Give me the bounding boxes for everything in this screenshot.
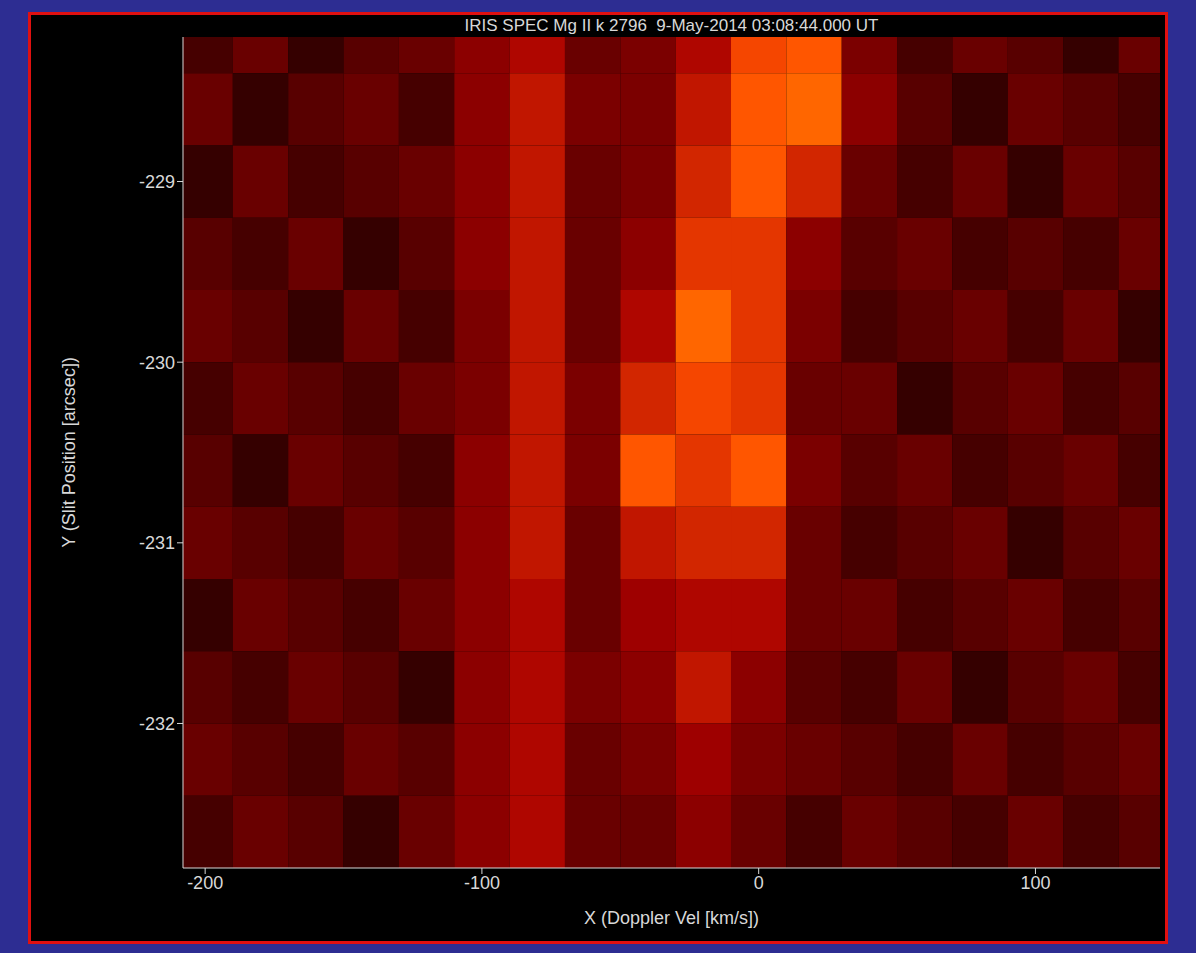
svg-text:-230: -230	[139, 353, 175, 373]
svg-text:-229: -229	[139, 172, 175, 192]
svg-text:100: 100	[1020, 873, 1050, 893]
html-text:IRIS SPEC Mg II k 2796 9-May-2: IRIS SPEC Mg II k 2796 9-May-2014 03:08:…	[464, 16, 879, 35]
svg-text:X (Doppler Vel [km/s]): X (Doppler Vel [km/s])	[584, 908, 759, 928]
svg-text:-100: -100	[464, 873, 500, 893]
svg-text:-231: -231	[139, 533, 175, 553]
svg-text:Y (Slit Position [arcsec]): Y (Slit Position [arcsec])	[59, 357, 79, 548]
svg-text:-200: -200	[187, 873, 223, 893]
svg-text:0: 0	[754, 873, 764, 893]
svg-text:-232: -232	[139, 714, 175, 734]
